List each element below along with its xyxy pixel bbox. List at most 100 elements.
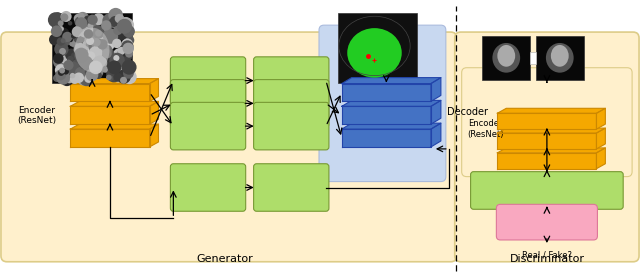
Circle shape [117,57,121,61]
Circle shape [86,19,99,31]
Circle shape [101,38,115,51]
Circle shape [88,15,98,25]
Circle shape [60,53,70,63]
Circle shape [70,50,77,57]
Circle shape [103,25,111,33]
Polygon shape [596,148,605,169]
Circle shape [77,57,88,67]
Circle shape [122,39,133,50]
Circle shape [71,34,76,39]
Polygon shape [596,128,605,149]
Text: Class-aware
Transformer
Module: Class-aware Transformer Module [191,118,225,134]
Circle shape [109,53,125,68]
Circle shape [55,70,66,81]
Circle shape [115,17,121,23]
Polygon shape [70,124,159,129]
Text: Class-aware
Transformer
Module: Class-aware Transformer Module [191,179,225,196]
Circle shape [59,48,66,55]
Ellipse shape [348,28,402,78]
Circle shape [92,38,100,47]
Circle shape [86,35,95,45]
Polygon shape [342,129,431,147]
Bar [52,13,132,83]
Bar [536,36,584,79]
Circle shape [73,51,87,65]
Polygon shape [342,100,441,106]
Circle shape [70,74,79,84]
Circle shape [109,11,124,26]
Circle shape [113,19,122,29]
Circle shape [55,64,67,76]
Circle shape [123,25,132,34]
Circle shape [108,57,121,69]
Circle shape [112,39,122,48]
Circle shape [71,61,79,68]
Polygon shape [497,128,605,133]
Circle shape [74,16,85,27]
Circle shape [97,57,106,66]
Circle shape [118,47,125,55]
Circle shape [71,55,75,59]
Circle shape [117,19,132,34]
Circle shape [88,53,102,66]
Circle shape [74,66,88,80]
Circle shape [118,47,133,62]
Circle shape [51,25,63,37]
Polygon shape [70,101,159,106]
Circle shape [93,43,103,53]
Circle shape [72,30,86,43]
Circle shape [76,12,90,25]
Circle shape [84,68,92,76]
Circle shape [84,74,93,83]
Circle shape [122,25,135,38]
Circle shape [89,46,102,60]
Circle shape [65,48,77,61]
FancyBboxPatch shape [170,102,246,150]
Circle shape [89,61,102,74]
Circle shape [92,42,97,48]
Circle shape [77,69,82,73]
Circle shape [99,48,108,57]
Circle shape [72,26,83,37]
Circle shape [81,59,94,71]
Polygon shape [70,106,150,124]
Polygon shape [596,108,605,129]
Circle shape [74,14,83,23]
Circle shape [113,25,128,40]
Text: Encoder
(ResNet): Encoder (ResNet) [467,119,504,139]
Circle shape [90,48,106,64]
Circle shape [89,23,96,30]
Circle shape [84,25,89,29]
Circle shape [65,50,70,55]
Circle shape [61,37,70,46]
Circle shape [86,42,91,47]
Circle shape [86,52,95,60]
Circle shape [70,73,76,78]
Circle shape [91,32,96,37]
Circle shape [79,71,86,78]
Circle shape [122,40,134,53]
Circle shape [100,59,114,73]
Ellipse shape [492,43,520,73]
Circle shape [83,64,90,70]
Circle shape [103,58,118,72]
Circle shape [97,39,108,50]
Circle shape [67,61,80,76]
Circle shape [85,70,90,75]
Circle shape [83,36,98,51]
Circle shape [99,57,109,67]
Circle shape [109,16,121,27]
Circle shape [84,29,93,39]
Circle shape [102,13,118,29]
Circle shape [95,30,102,37]
FancyBboxPatch shape [455,32,639,262]
Circle shape [95,47,104,56]
Circle shape [122,43,134,54]
Circle shape [102,45,112,54]
FancyBboxPatch shape [253,79,329,127]
Text: Discriminator: Discriminator [509,254,584,264]
Circle shape [63,68,69,75]
Circle shape [49,34,61,45]
Circle shape [112,16,127,31]
Polygon shape [70,84,150,101]
